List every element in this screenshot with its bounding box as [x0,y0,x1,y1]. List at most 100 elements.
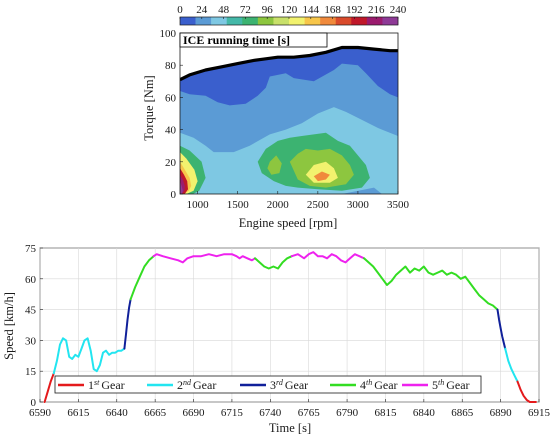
heatmap-x-ticks: 1000 1500 2000 2500 3000 3500 [187,191,410,211]
speed-x-tick-label: 6740 [259,407,282,419]
colorbar-tick-label: 240 [390,4,407,16]
speed-x-tick-label: 6915 [528,407,550,419]
legend-entry: 1st Gear [58,378,125,392]
speed-x-tick-label: 6840 [413,407,436,419]
colorbar-swatch [257,17,274,25]
heatmap-x-tick-label: 2000 [267,199,290,211]
colorbar-tick-label: 144 [303,4,320,16]
heatmap-x-tick-label: 1500 [227,199,250,211]
heatmap-x-tick-label: 1000 [187,199,210,211]
legend-entry: 5th Gear [402,378,470,392]
speed-y-tick-label: 60 [25,274,37,286]
colorbar-tick-label: 48 [218,4,230,16]
speed-y-tick-label: 15 [25,366,37,378]
speed-y-tick-label: 0 [31,397,37,409]
colorbar-swatch [289,17,305,25]
heatmap-y-ticks: 0 20 40 60 80 100 [160,28,183,201]
speed-series-gear-1 [516,380,537,403]
heatmap-y-tick-label: 60 [165,92,177,104]
legend-label: 2nd Gear [177,378,216,392]
colorbar-swatch [335,17,352,25]
colorbar-tick-label: 24 [196,4,208,16]
speed-x-ticks: 6590 6615 6640 6665 6690 6715 6740 6765 6790 6815… [29,399,550,419]
heatmap-y-tick-label: 40 [165,125,177,137]
speed-series-gear-5 [152,253,256,264]
heatmap-annotation: ICE running time [s] [183,33,290,47]
heatmap-region [267,155,282,175]
speed-y-tick-label: 45 [25,305,37,317]
speed-x-tick-label: 6665 [144,407,167,419]
heatmap-region [313,171,330,182]
legend-label: 5th Gear [432,378,470,392]
heatmap-x-tick-label: 2500 [307,199,330,211]
speed-series-gear-1 [43,372,55,403]
colorbar-swatch [320,17,337,25]
speed-x-tick-label: 6890 [490,407,513,419]
legend-entry: 4th Gear [330,378,398,392]
speed-x-tick-label: 6815 [374,407,397,419]
speed-legend: 1st Gear 2nd Gear 3rd Gear 4th Gear 5th Gear [54,375,482,394]
heatmap-y-tick-label: 0 [171,189,177,201]
speed-y-tick-label: 30 [25,335,37,347]
heatmap-x-axis-label: Engine speed [rpm] [239,216,338,230]
speed-x-tick-label: 6715 [221,407,244,419]
legend-label: 1st Gear [88,378,125,392]
heatmap-regions [180,45,398,194]
heatmap-y-tick-label: 20 [165,157,177,169]
colorbar-swatch [195,17,212,25]
legend-label: 4th Gear [360,378,398,392]
speed-series-gear-2 [52,337,126,375]
legend-entry: 2nd Gear [147,378,216,392]
speed-y-axis-label: Speed [km/h] [2,292,16,360]
colorbar-tick-label: 168 [324,4,341,16]
speed-x-tick-label: 6690 [183,407,206,419]
colorbar-swatch [180,17,196,25]
legend-entry: 3rd Gear [240,378,308,392]
colorbar-swatch [382,17,399,25]
heatmap-x-tick-label: 3500 [387,199,410,211]
speed-y-tick-label: 75 [25,243,37,255]
speed-x-tick-label: 6765 [298,407,321,419]
speed-x-tick-label: 6590 [29,407,52,419]
speed-x-tick-label: 6865 [451,407,474,419]
colorbar-tick-label: 120 [281,4,298,16]
colorbar-tick-label: 72 [240,4,251,16]
speed-series-gear-5 [290,251,365,264]
colorbar-ticks: 0 24 48 72 96 120 144 168 192 216 240 [177,4,407,19]
speed-series-gear-4 [363,257,499,311]
speed-x-tick-label: 6790 [336,407,359,419]
colorbar-tick-label: 192 [346,4,363,16]
heatmap-y-tick-label: 100 [160,28,177,40]
speed-series-gear-4 [129,255,155,301]
speed-x-tick-label: 6615 [67,407,90,419]
speed-x-axis-label: Time [s] [269,421,311,435]
colorbar-tick-label: 96 [262,4,274,16]
heatmap-y-tick-label: 80 [165,60,177,72]
colorbar-tick-label: 0 [177,4,183,16]
speed-series-gear-3 [123,298,132,350]
speed-series-gear-2 [504,347,519,383]
speed-series-gear-3 [496,308,507,350]
speed-y-ticks: 0 15 30 45 60 75 [25,243,43,409]
heatmap-region [180,181,183,194]
annotation-box [179,32,328,48]
heatmap-plot-area [179,32,399,195]
colorbar-swatch [366,17,383,25]
heatmap-chart: 0 24 48 72 96 120 144 168 192 216 240 1000 1500 2000… [142,4,410,230]
speed-grid [39,247,540,403]
heatmap-y-axis-label: Torque [Nm] [142,75,156,140]
colorbar-swatch [351,17,368,25]
colorbar-swatch [242,17,259,25]
colorbar-swatch [211,17,228,25]
colorbar-tick-label: 216 [368,4,385,16]
speed-chart: 6590 6615 6640 6665 6690 6715 6740 6765 6790 6815… [2,243,550,435]
colorbar-swatch [273,17,290,25]
heatmap-x-tick-label: 3000 [347,199,370,211]
legend-label: 3rd Gear [270,378,308,392]
speed-x-tick-label: 6640 [106,407,129,419]
speed-series-gear-4 [254,255,293,270]
colorbar-swatch [226,17,243,25]
legend-box [54,375,482,394]
colorbar-swatch [304,17,321,25]
